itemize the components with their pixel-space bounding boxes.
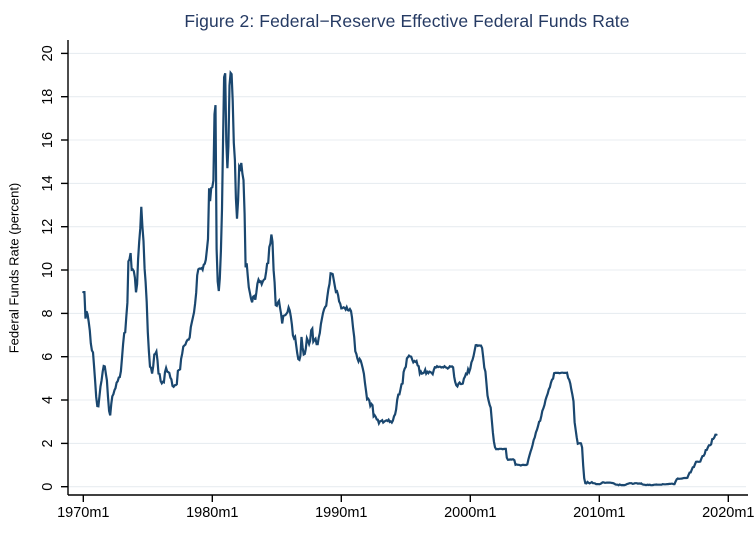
y-tick-label: 8	[40, 309, 56, 317]
y-tick-label: 18	[40, 89, 56, 105]
y-tick-label: 14	[40, 175, 56, 191]
chart-title: Figure 2: Federal−Reserve Effective Fede…	[184, 11, 630, 31]
x-tick-label: 2020m1	[702, 505, 754, 521]
x-tick-label: 2010m1	[573, 505, 625, 521]
y-tick-label: 10	[40, 262, 56, 278]
x-tick-label: 2000m1	[444, 505, 496, 521]
x-tick-label: 1990m1	[315, 505, 367, 521]
x-tick-label: 1980m1	[186, 505, 238, 521]
x-tick-label: 1970m1	[57, 505, 109, 521]
y-tick-label: 6	[40, 353, 56, 361]
y-tick-label: 0	[40, 483, 56, 491]
ffr-line-series	[82, 69, 718, 487]
y-tick-label: 16	[40, 132, 56, 148]
y-tick-label: 2	[40, 439, 56, 447]
y-tick-label: 20	[40, 45, 56, 61]
y-tick-label: 12	[40, 219, 56, 235]
y-tick-label: 4	[40, 396, 56, 404]
